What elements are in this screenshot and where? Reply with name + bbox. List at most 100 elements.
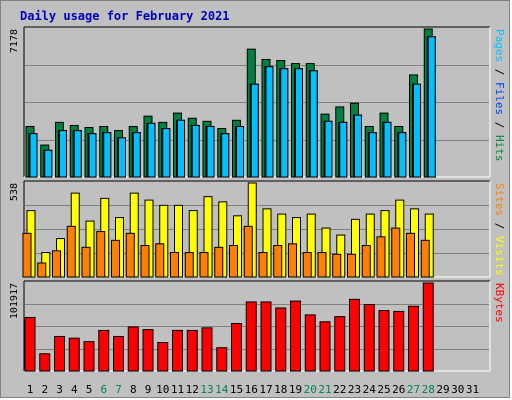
bar-kbytes-day-18 [275,307,287,372]
bar-sites-day-12 [184,252,194,278]
day-label: 4 [71,383,78,396]
bar-kbytes-day-6 [98,329,110,372]
day-label: 7 [115,383,122,396]
bar-sites-day-4 [66,225,76,278]
bar-pages-day-19 [295,68,303,178]
day-label: 31 [466,383,479,396]
bar-kbytes-day-27 [408,305,419,372]
bar-kbytes-day-25 [378,310,390,372]
bar-sites-day-2 [37,262,47,278]
series-axis-label-part: KBytes [493,283,506,323]
panel-visits-sites: 538 Sites / Visits [9,180,506,278]
bar-kbytes-day-17 [260,301,272,372]
day-label: 9 [145,383,152,396]
bar-pages-day-17 [265,66,274,178]
bar-sites-day-27 [406,232,415,278]
bar-sites-day-19 [288,243,297,278]
bar-sites-day-18 [273,245,283,278]
day-label: 12 [186,383,199,396]
panel-kbytes: 101917 KBytes [9,280,506,372]
bar-sites-day-3 [52,250,61,278]
bar-kbytes-day-28 [422,282,434,372]
chart-title: Daily usage for February 2021 [20,9,230,23]
bar-sites-day-7 [111,239,120,278]
bar-sites-day-15 [229,245,238,278]
bar-kbytes-day-19 [290,300,301,372]
bar-pages-day-13 [206,125,215,178]
day-label: 1 [27,383,34,396]
day-label: 28 [422,383,435,396]
bar-kbytes-day-10 [157,342,169,372]
bar-sites-day-26 [391,227,401,278]
bar-kbytes-day-2 [39,353,51,372]
max-value-label: 7178 [9,29,20,53]
bar-kbytes-day-20 [304,314,316,372]
bar-kbytes-day-22 [334,316,346,372]
series-axis-label: KBytes [493,283,506,323]
series-axis-label-part: Hits [493,135,506,162]
bar-sites-day-17 [258,252,268,278]
series-axis-label-part: / [493,216,506,236]
bar-pages-day-8 [132,132,141,178]
day-label: 8 [130,383,137,396]
bar-pages-day-15 [236,125,244,178]
day-label: 23 [348,383,361,396]
day-label: 18 [274,383,287,396]
bar-kbytes-day-21 [319,321,331,372]
day-label: 20 [304,383,317,396]
bar-pages-day-26 [398,132,407,178]
panel-hits-files-pages: 7178 Pages / Files / Hits [9,26,506,178]
day-label: 26 [392,383,405,396]
day-label: 17 [259,383,272,396]
bar-sites-day-23 [347,253,356,278]
day-label: 27 [407,383,420,396]
bar-pages-day-11 [177,119,185,178]
day-label: 21 [318,383,331,396]
bar-sites-day-5 [81,246,91,278]
bar-kbytes-day-9 [142,329,154,372]
series-axis-label-part: Files [493,82,506,115]
bar-kbytes-day-26 [393,310,405,372]
day-label: 24 [363,383,377,396]
day-label: 30 [451,383,464,396]
series-axis-label-part: / [493,115,506,135]
day-label: 11 [171,383,184,396]
bar-pages-day-21 [324,120,333,178]
max-value-label: 538 [9,183,20,201]
day-label: 14 [215,383,229,396]
series-axis-label: Pages / Files / Hits [493,29,506,162]
day-label: 10 [156,383,169,396]
bar-sites-day-14 [214,246,224,278]
bar-pages-day-6 [103,132,112,178]
bar-pages-day-23 [354,114,362,178]
bar-sites-day-6 [96,231,106,278]
day-label: 22 [333,383,346,396]
bar-kbytes-day-11 [172,329,183,372]
day-label: 25 [377,383,390,396]
bar-pages-day-16 [250,83,259,178]
bar-pages-day-12 [191,124,200,178]
bar-kbytes-day-14 [216,347,228,372]
bar-pages-day-22 [339,121,348,178]
series-axis-label-part: / [493,62,506,82]
bar-pages-day-10 [162,128,171,178]
day-label: 13 [200,383,213,396]
bar-sites-day-28 [420,239,430,278]
bar-kbytes-day-4 [68,337,80,372]
bar-pages-day-1 [29,133,38,178]
day-label: 16 [245,383,258,396]
day-label: 2 [41,383,48,396]
bar-sites-day-24 [361,245,371,278]
bar-kbytes-day-3 [54,335,65,372]
bar-pages-day-3 [59,130,67,178]
bar-pages-day-14 [221,133,230,178]
bar-pages-day-24 [368,132,377,178]
bar-sites-day-1 [22,232,32,278]
series-axis-label-part: Sites [493,183,506,216]
bar-pages-day-2 [44,149,53,178]
day-label: 6 [100,383,107,396]
bar-kbytes-day-12 [186,329,198,372]
bar-sites-day-8 [125,232,135,278]
max-value-label: 101917 [9,283,20,319]
